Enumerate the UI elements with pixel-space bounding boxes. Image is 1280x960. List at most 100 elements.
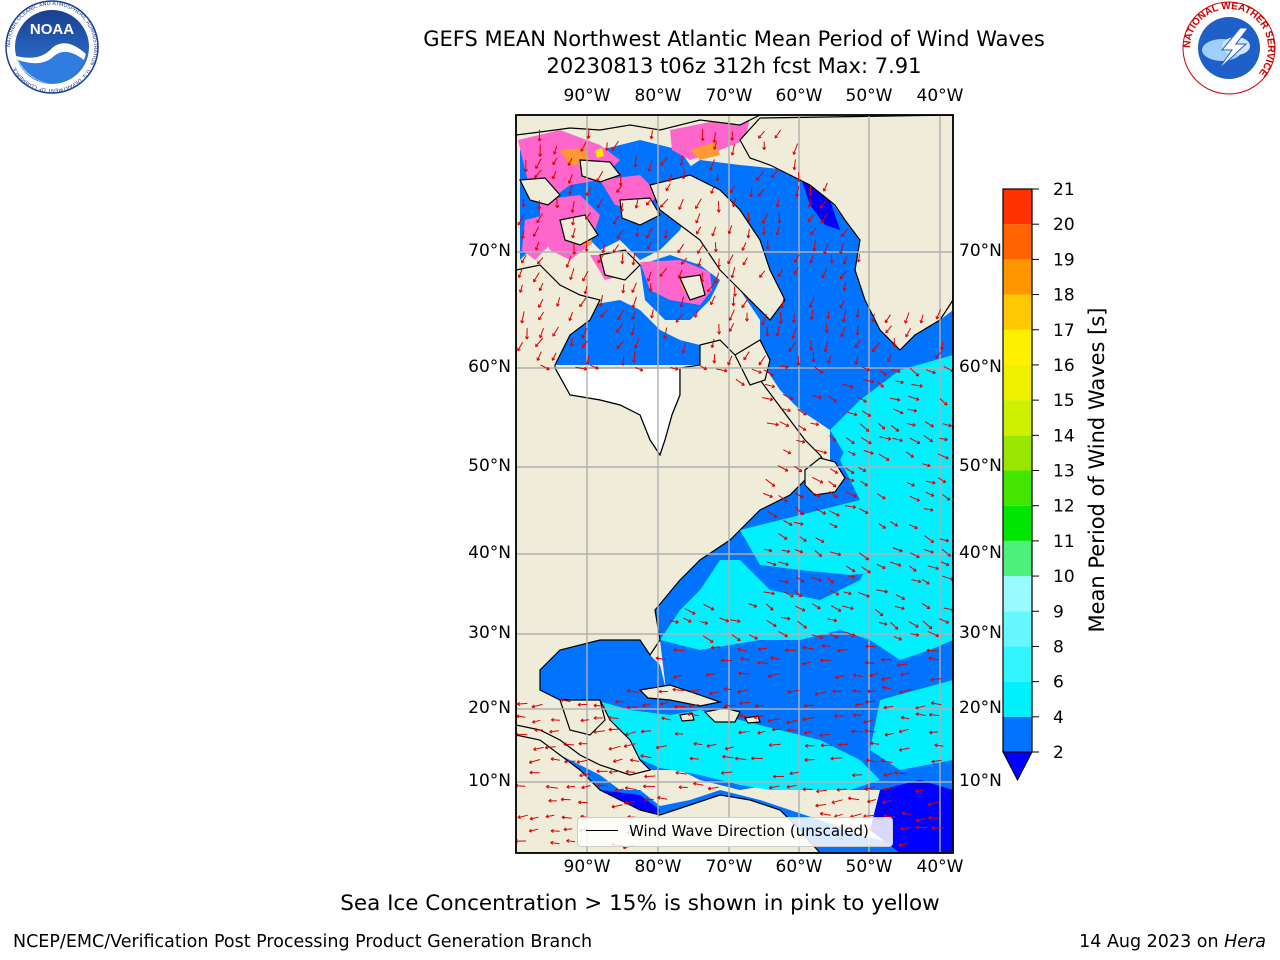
wave-vector <box>576 759 588 763</box>
wave-vector <box>593 704 605 707</box>
wave-vector-head <box>807 220 812 223</box>
wave-vector-head <box>786 722 790 725</box>
wave-vector <box>579 297 587 307</box>
wave-vector-head <box>611 148 616 152</box>
wave-vector <box>890 397 900 401</box>
wave-vector <box>793 143 799 155</box>
wave-vector <box>876 493 886 500</box>
wave-vector-head <box>788 450 792 454</box>
wave-vector-head <box>552 162 556 166</box>
wave-vector <box>759 270 766 278</box>
wave-vector-head <box>693 743 697 746</box>
wave-vector <box>735 378 745 386</box>
colorbar-tick-label: 13 <box>1053 462 1075 482</box>
wave-vector-head <box>517 348 521 352</box>
wave-vector <box>621 202 624 212</box>
wave-vector <box>906 422 916 426</box>
wave-vector <box>814 691 827 696</box>
wave-vector <box>659 267 668 277</box>
wave-vector-head <box>834 398 837 403</box>
wave-vector <box>878 523 886 529</box>
ocean-main <box>540 160 953 800</box>
wave-vector <box>827 395 837 403</box>
wave-vector-head <box>864 662 868 665</box>
wave-vector <box>675 314 684 323</box>
colorbar-label: Mean Period of Wind Waves [s] <box>1085 307 1109 633</box>
latitude-label-left: 30°N <box>468 623 511 643</box>
wave-vector-head <box>800 468 803 472</box>
wave-vector-head <box>804 411 807 416</box>
wave-vector-head <box>785 365 789 368</box>
wave-vector <box>798 172 800 182</box>
wave-vector-head <box>658 691 662 694</box>
wave-vector-head <box>625 771 629 774</box>
wave-vector-head <box>529 818 534 821</box>
wave-vector-head <box>927 463 931 467</box>
wave-vector <box>765 478 776 487</box>
wave-vector-head <box>852 440 855 444</box>
wave-vector <box>925 491 935 497</box>
wave-vector <box>890 424 900 432</box>
wave-vector-head <box>887 457 890 461</box>
wave-vector <box>830 254 833 264</box>
wave-vector <box>714 242 717 252</box>
colorbar-segment <box>1003 294 1032 330</box>
wave-vector <box>848 797 860 801</box>
wave-vector-head <box>620 182 623 186</box>
wave-vector-head <box>535 166 539 169</box>
wave-vector <box>776 226 780 236</box>
wave-vector-head <box>790 396 794 400</box>
wave-vector-head <box>838 552 842 556</box>
wave-vector <box>668 173 673 182</box>
wave-vector <box>517 214 525 226</box>
wave-vector-head <box>894 344 897 348</box>
wave-vector-head <box>949 553 951 557</box>
wave-vector-head <box>526 336 529 340</box>
wave-vector-head <box>813 248 817 252</box>
wave-vector <box>571 201 575 213</box>
wave-vector-head <box>747 235 751 239</box>
wave-vector-head <box>815 805 819 808</box>
latitude-label-right: 60°N <box>959 357 1002 377</box>
wave-vector-head <box>834 483 837 487</box>
wave-vector-head <box>730 190 734 194</box>
wave-vector <box>647 271 652 282</box>
wave-vector <box>782 590 794 598</box>
wave-vector <box>890 621 899 630</box>
wave-vector <box>811 309 814 320</box>
wave-vector-head <box>912 483 915 487</box>
wave-vector-head <box>774 623 777 627</box>
wave-vector <box>829 510 840 517</box>
wave-vector-head <box>533 749 537 751</box>
wave-vector-head <box>738 732 742 735</box>
wave-vector <box>846 411 858 416</box>
wave-vector-head <box>539 153 543 157</box>
colorbar: 2 4 6 8 9 10 11 12 13 14 15 16 17 18 19 20 21 <box>1002 180 1075 782</box>
wave-vector <box>842 310 847 323</box>
wave-vector <box>534 169 542 179</box>
wave-vector-head <box>697 251 701 254</box>
wave-vector <box>905 451 914 458</box>
wave-vector <box>870 742 880 745</box>
colorbar-segment <box>1003 646 1032 682</box>
wave-vector-head <box>525 169 528 173</box>
wave-vector-head <box>723 688 727 691</box>
wave-vector-head <box>830 758 834 761</box>
wave-vector <box>794 506 804 516</box>
wave-vector-head <box>650 288 653 292</box>
wave-vector <box>796 186 800 197</box>
wave-vector-head <box>586 361 590 365</box>
wave-vector-head <box>726 618 730 622</box>
wave-vector <box>535 241 540 251</box>
wave-vector-head <box>695 206 699 210</box>
wave-vector <box>766 619 777 627</box>
wave-vector <box>794 590 802 598</box>
wave-vector <box>909 495 920 502</box>
latitude-label-left: 70°N <box>468 241 511 261</box>
wave-vector-head <box>819 578 822 581</box>
wave-vector-head <box>622 290 626 294</box>
wave-vector-head <box>813 358 816 363</box>
wave-vector-head <box>880 760 884 763</box>
wave-vector <box>727 355 733 366</box>
wave-vector-head <box>675 772 679 775</box>
